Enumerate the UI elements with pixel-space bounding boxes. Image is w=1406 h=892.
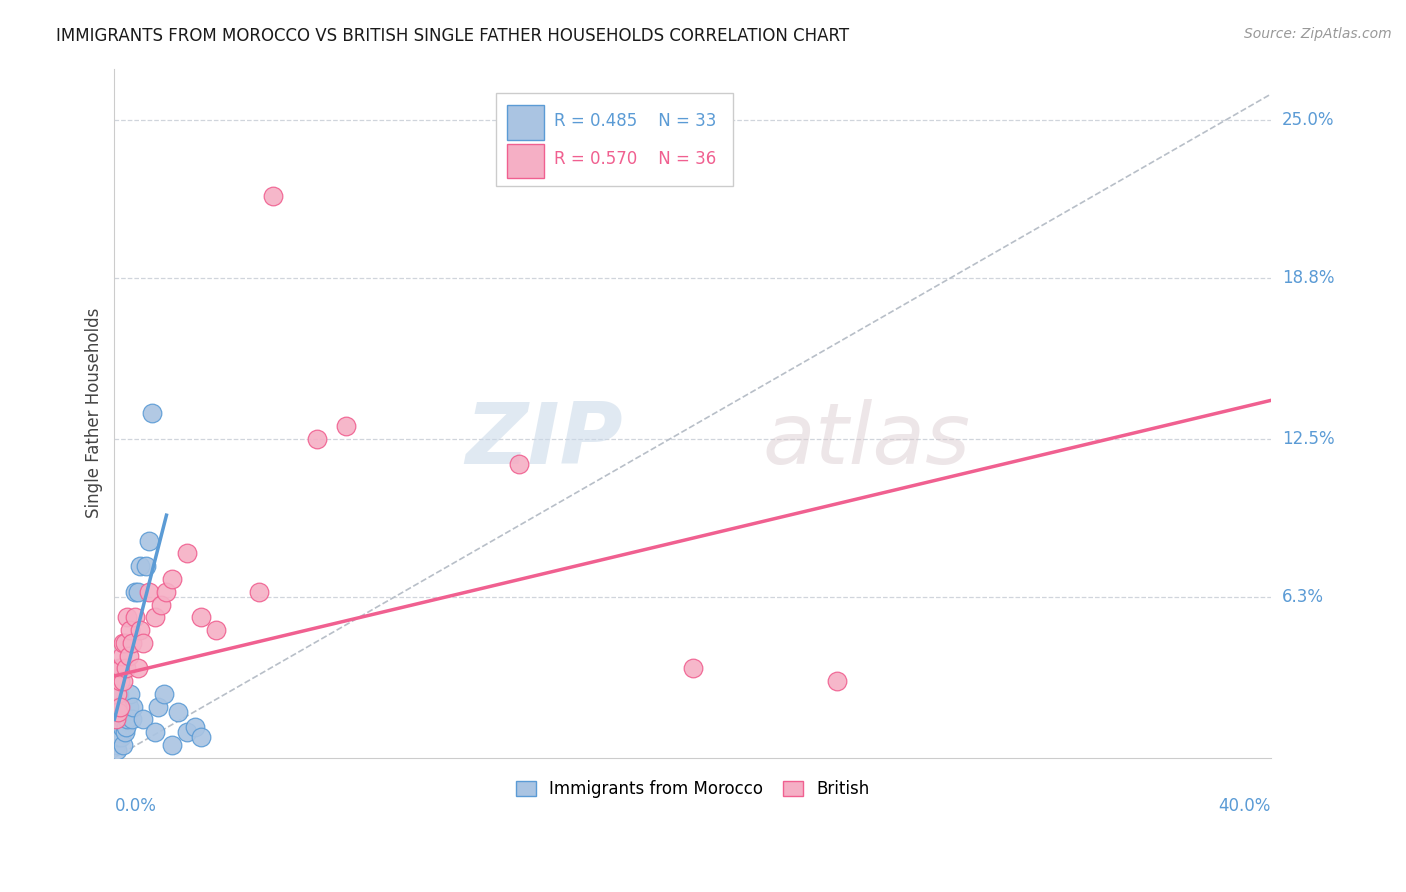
FancyBboxPatch shape: [496, 93, 733, 186]
Point: [143, 610, 166, 624]
Point: [508, 457, 530, 471]
Point: [112, 674, 135, 689]
Point: [138, 533, 160, 548]
Point: [111, 720, 134, 734]
Point: [104, 738, 127, 752]
Text: 25.0%: 25.0%: [1282, 111, 1334, 128]
Point: [118, 648, 141, 663]
Text: 40.0%: 40.0%: [1219, 797, 1271, 814]
Point: [135, 559, 157, 574]
Point: [682, 661, 704, 675]
Point: [141, 406, 163, 420]
Point: [129, 623, 152, 637]
Point: [105, 743, 128, 757]
Point: [110, 731, 132, 745]
Point: [127, 584, 149, 599]
Point: [111, 738, 134, 752]
Point: [176, 546, 198, 560]
Point: [124, 584, 146, 599]
Point: [143, 725, 166, 739]
Point: [104, 712, 127, 726]
FancyBboxPatch shape: [506, 105, 544, 139]
Point: [118, 699, 141, 714]
Point: [112, 712, 135, 726]
Text: 18.8%: 18.8%: [1282, 268, 1334, 287]
Point: [149, 598, 172, 612]
Point: [184, 720, 207, 734]
Point: [162, 738, 184, 752]
Text: R = 0.570    N = 36: R = 0.570 N = 36: [554, 151, 716, 169]
Point: [155, 584, 177, 599]
FancyBboxPatch shape: [506, 144, 544, 178]
Y-axis label: Single Father Households: Single Father Households: [86, 308, 103, 518]
Point: [305, 432, 328, 446]
Point: [262, 189, 284, 203]
Point: [108, 712, 131, 726]
Point: [107, 731, 129, 745]
Point: [120, 687, 142, 701]
Point: [176, 725, 198, 739]
Point: [111, 636, 134, 650]
Point: [117, 712, 139, 726]
Legend: Immigrants from Morocco, British: Immigrants from Morocco, British: [509, 773, 876, 805]
Point: [108, 674, 131, 689]
Text: atlas: atlas: [762, 399, 970, 483]
Text: IMMIGRANTS FROM MOROCCO VS BRITISH SINGLE FATHER HOUSEHOLDS CORRELATION CHART: IMMIGRANTS FROM MOROCCO VS BRITISH SINGL…: [56, 27, 849, 45]
Point: [124, 610, 146, 624]
Point: [105, 725, 128, 739]
Point: [107, 705, 129, 719]
Point: [115, 661, 138, 675]
Point: [108, 725, 131, 739]
Point: [247, 584, 270, 599]
Text: ZIP: ZIP: [465, 399, 623, 483]
Point: [107, 687, 129, 701]
Point: [132, 712, 155, 726]
Point: [111, 648, 134, 663]
Point: [105, 699, 128, 714]
Point: [121, 636, 143, 650]
Point: [190, 610, 212, 624]
Point: [132, 636, 155, 650]
Point: [152, 687, 174, 701]
Point: [105, 687, 128, 701]
Text: 6.3%: 6.3%: [1282, 588, 1324, 606]
Point: [122, 699, 145, 714]
Point: [138, 584, 160, 599]
Point: [121, 712, 143, 726]
Point: [114, 725, 136, 739]
Text: 0.0%: 0.0%: [114, 797, 156, 814]
Point: [146, 699, 169, 714]
Point: [120, 623, 142, 637]
Point: [167, 705, 190, 719]
Point: [190, 731, 212, 745]
Text: 12.5%: 12.5%: [1282, 430, 1334, 448]
Text: Source: ZipAtlas.com: Source: ZipAtlas.com: [1244, 27, 1392, 41]
Text: R = 0.485    N = 33: R = 0.485 N = 33: [554, 112, 716, 130]
Point: [110, 661, 132, 675]
Point: [204, 623, 226, 637]
Point: [129, 559, 152, 574]
Point: [114, 636, 136, 650]
Point: [127, 661, 149, 675]
Point: [162, 572, 184, 586]
Point: [117, 610, 139, 624]
Point: [115, 720, 138, 734]
Point: [827, 674, 849, 689]
Point: [107, 661, 129, 675]
Point: [108, 699, 131, 714]
Point: [335, 418, 357, 433]
